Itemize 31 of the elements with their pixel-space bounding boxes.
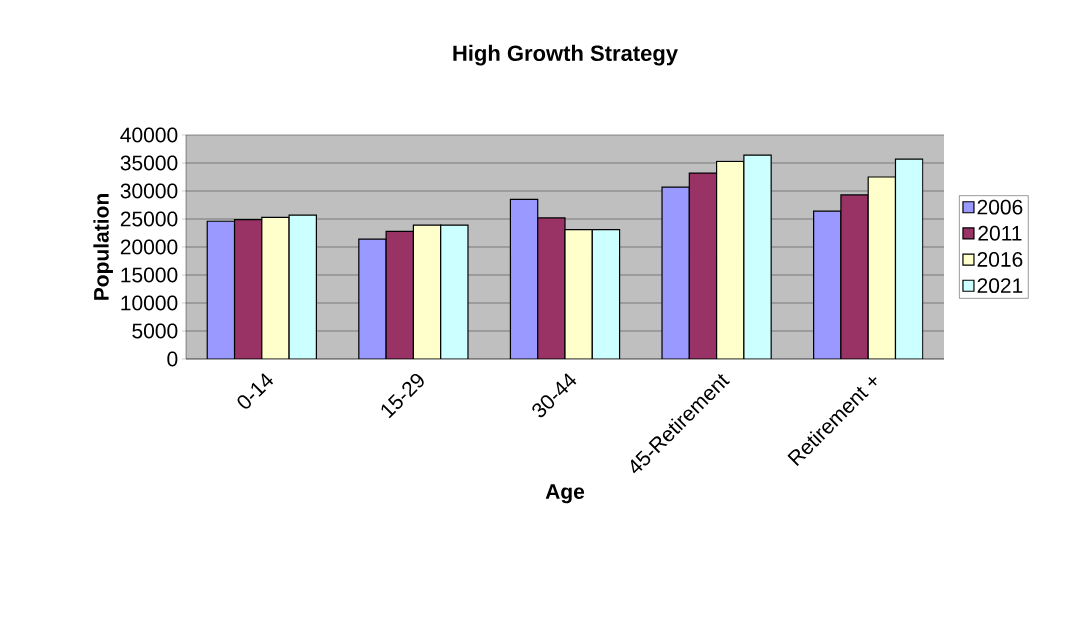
legend-label: 2021: [977, 278, 1023, 294]
y-tick-label: 5000: [132, 323, 178, 339]
bar: [688, 172, 718, 359]
bar: [509, 198, 539, 359]
y-tick-label: 0: [167, 351, 178, 367]
y-tick-label: 10000: [121, 295, 178, 311]
y-tick-label: 30000: [120, 183, 178, 199]
y-tick-label: 25000: [120, 211, 178, 227]
y-tick-label: 15000: [121, 267, 178, 283]
y-tick-label: 20000: [120, 239, 178, 255]
bar: [661, 186, 690, 359]
bar: [591, 229, 621, 359]
bar: [385, 230, 415, 359]
bar: [537, 217, 566, 359]
y-tick-label: 35000: [120, 155, 178, 171]
y-tick-label: 40000: [120, 127, 178, 143]
chart-title: High Growth Strategy: [453, 44, 678, 66]
legend-label: 2006: [977, 199, 1023, 215]
bar: [743, 154, 772, 359]
bar: [206, 220, 236, 359]
x-axis-title: Age: [545, 484, 585, 504]
legend-label: 2011: [978, 225, 1022, 241]
bar: [288, 214, 317, 359]
bar: [233, 218, 263, 359]
legend-label: 2016: [977, 252, 1023, 267]
bar: [358, 238, 387, 359]
bar: [440, 224, 469, 359]
bar: [894, 158, 924, 359]
bar: [813, 210, 842, 359]
bar: [840, 194, 869, 359]
y-axis-title: Population: [93, 194, 113, 300]
